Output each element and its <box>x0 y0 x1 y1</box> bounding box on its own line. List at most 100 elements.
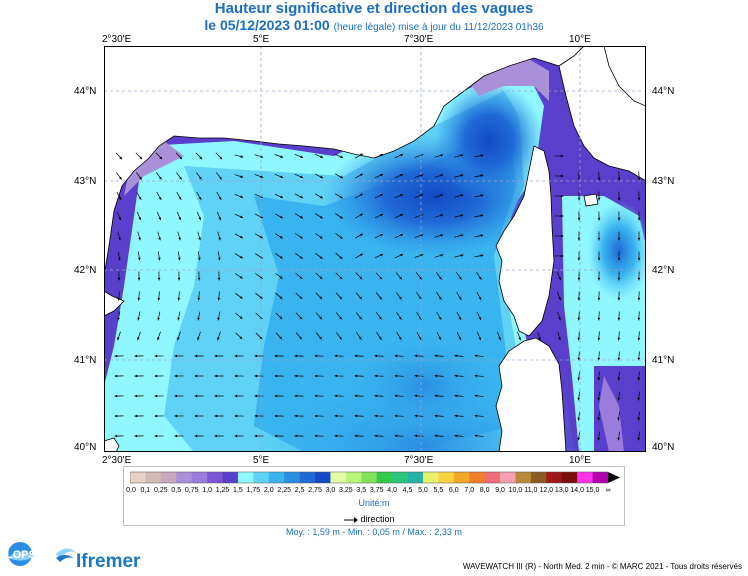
direction-arrow-head <box>214 394 218 398</box>
direction-arrow-head <box>398 336 402 340</box>
direction-arrow-head <box>234 374 238 378</box>
direction-arrow-head <box>177 317 180 321</box>
direction-arrow-head <box>597 197 601 201</box>
direction-arrow-head <box>597 277 601 281</box>
direction-arrow-head <box>234 354 238 358</box>
direction-arrow-head <box>478 296 482 300</box>
color-swatch <box>176 472 192 483</box>
color-scale-tick-label: 12,0 <box>539 487 554 494</box>
color-scale-tick-label: ∞ <box>605 487 611 494</box>
coastal-band-south <box>599 376 624 452</box>
direction-arrow-head <box>400 234 404 237</box>
tyrrhenian-max <box>587 201 646 301</box>
direction-arrow-head <box>179 156 183 160</box>
map-title: Hauteur significative et direction des v… <box>214 0 534 17</box>
lops-logo-text: LOPS <box>6 549 36 561</box>
direction-arrow-head <box>320 155 324 158</box>
direction-arrow-head <box>279 296 283 299</box>
direction-arrow-head <box>438 296 442 300</box>
direction-arrow-head <box>114 394 118 398</box>
direction-arrow-head <box>597 417 601 421</box>
direction-arrow-head <box>617 397 621 401</box>
direction-arrow-head <box>299 276 303 279</box>
direction-arrow-head <box>334 354 338 358</box>
direction-arrow-head <box>359 253 363 257</box>
direction-arrow-head <box>577 277 581 281</box>
direction-arrow-head <box>354 374 358 378</box>
direction-arrow-head <box>637 417 641 421</box>
direction-arrow-head <box>194 374 198 378</box>
direction-arrow-head <box>138 196 142 200</box>
direction-arrow-head <box>197 317 200 321</box>
direction-arrow-head <box>239 295 243 299</box>
direction-arrow-head <box>637 297 641 301</box>
direction-arrow-head <box>374 434 378 438</box>
direction-arrow-head <box>179 176 182 180</box>
color-swatch <box>484 472 501 483</box>
color-swatch <box>268 472 285 483</box>
direction-arrow-head <box>480 234 484 237</box>
direction-arrow-head <box>294 394 298 398</box>
direction-arrow-head <box>418 336 422 340</box>
direction-arrow-head <box>134 434 138 438</box>
direction-legend: direction <box>344 514 395 524</box>
color-swatch-overflow <box>608 472 620 483</box>
direction-arrow-head <box>458 316 462 320</box>
direction-arrow-head <box>158 196 162 200</box>
color-swatch <box>407 472 424 483</box>
direction-arrow-head <box>597 397 601 401</box>
color-swatch <box>160 472 177 483</box>
direction-arrow-head <box>560 154 564 158</box>
color-scale-tick-label: 2,0 <box>263 487 274 494</box>
lon-label-bottom-3: 7°30'E <box>404 455 434 466</box>
coastal-band-genoa <box>464 56 549 101</box>
direction-arrow-head <box>460 214 464 217</box>
footer-credit: WAVEWATCH III (R) - North Med. 2 min - ©… <box>462 562 742 571</box>
direction-arrow-head <box>319 316 323 320</box>
direction-arrow-head <box>394 354 398 358</box>
direction-label: direction <box>360 514 395 524</box>
direction-arrow-head <box>637 277 641 281</box>
direction-arrow-head <box>217 297 221 301</box>
direction-arrow-head <box>260 175 264 178</box>
direction-arrow-head <box>177 297 181 301</box>
direction-arrow-head <box>354 414 358 418</box>
direction-arrow-head <box>314 414 318 418</box>
direction-arrow-head <box>637 197 641 201</box>
lon-label-top-3: 7°30'E <box>404 34 434 45</box>
direction-arrow-head <box>394 414 398 418</box>
direction-arrow-head <box>478 317 482 321</box>
direction-arrow-head <box>300 155 304 158</box>
color-swatch <box>500 472 516 483</box>
direction-arrow-head <box>197 257 201 261</box>
direction-arrow-head <box>299 215 303 219</box>
direction-arrow-head <box>254 374 258 378</box>
direction-arrow-head <box>558 277 561 281</box>
direction-arrow-head <box>480 194 484 197</box>
direction-arrow-head <box>637 397 641 401</box>
direction-arrow-head <box>378 336 382 340</box>
direction-arrow-head <box>359 153 363 157</box>
direction-arrow-head <box>440 174 444 177</box>
direction-arrow-head <box>597 257 601 261</box>
direction-arrow-head <box>339 236 343 239</box>
color-scale-tick-label: 5,0 <box>418 487 428 494</box>
direction-arrow-head <box>400 214 404 217</box>
color-scale-tick-label: 7,0 <box>464 487 475 494</box>
direction-arrow-head <box>558 317 561 321</box>
direction-arrow-head <box>398 316 402 320</box>
direction-arrow-head <box>434 354 438 358</box>
direction-arrow-head <box>617 437 621 441</box>
direction-arrow-head <box>380 173 384 177</box>
land-corsica <box>495 145 555 337</box>
color-swatch <box>469 472 485 483</box>
direction-arrow-head <box>354 434 358 438</box>
direction-arrow-head <box>139 156 143 160</box>
lat-label-left-3: 42°N <box>74 265 97 276</box>
direction-arrow-head <box>197 337 200 341</box>
wave-height-map[interactable] <box>104 46 646 452</box>
direction-arrow-head <box>314 374 318 378</box>
direction-arrow-head <box>139 176 142 180</box>
direction-arrow-head <box>157 257 161 261</box>
direction-arrow-head <box>214 374 218 378</box>
